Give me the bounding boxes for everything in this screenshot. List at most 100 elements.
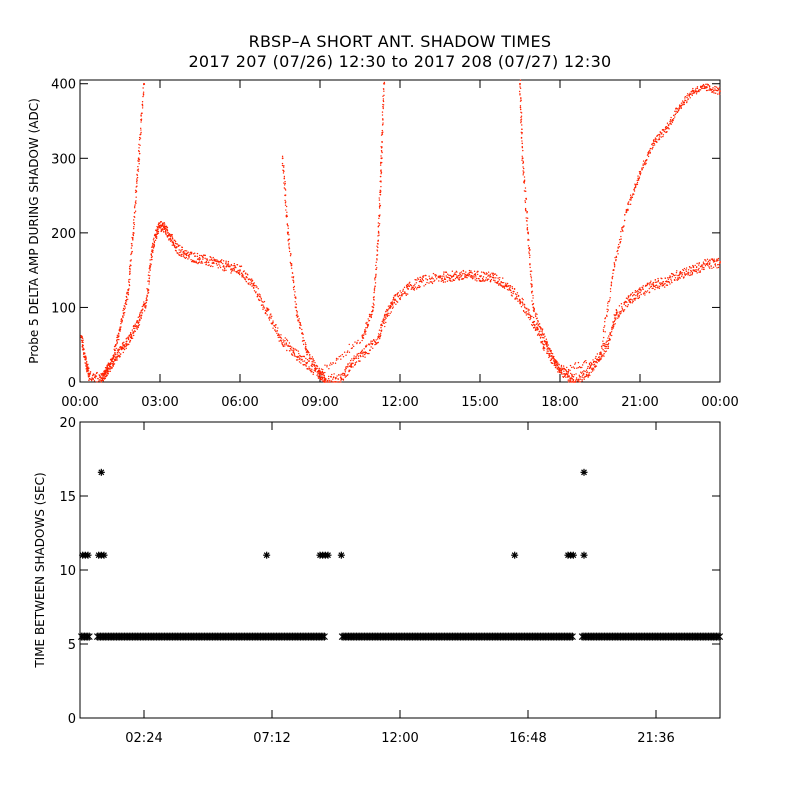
data-point	[532, 327, 535, 329]
data-point	[538, 334, 541, 337]
data-point	[138, 147, 140, 149]
data-point	[356, 354, 358, 356]
data-point	[362, 334, 365, 337]
data-point	[525, 314, 528, 316]
data-point	[102, 373, 105, 375]
data-point	[373, 339, 375, 341]
data-point	[609, 297, 611, 299]
data-point	[277, 327, 279, 329]
data-point	[565, 370, 568, 373]
data-point	[653, 144, 656, 146]
data-point	[564, 374, 566, 377]
data-point	[571, 375, 573, 377]
data-point	[181, 248, 183, 251]
data-point	[682, 103, 684, 105]
data-point	[719, 90, 721, 93]
data-point	[613, 320, 616, 323]
data-point	[714, 92, 717, 94]
data-point	[131, 335, 133, 337]
data-point	[274, 326, 277, 329]
data-point	[144, 307, 147, 309]
data-point	[285, 209, 287, 211]
data-point	[666, 130, 668, 133]
data-point	[604, 320, 606, 323]
data-point	[143, 304, 145, 306]
data-point	[225, 269, 227, 272]
data-point	[298, 318, 300, 320]
data-point	[378, 337, 381, 340]
data-point	[298, 361, 301, 363]
data-point	[112, 355, 115, 358]
data-point	[371, 342, 374, 345]
data-point	[288, 247, 291, 250]
data-point	[451, 276, 453, 279]
data-point	[119, 348, 121, 351]
data-point	[541, 330, 543, 333]
data-point	[399, 290, 401, 292]
data-point	[111, 357, 113, 360]
data-point	[372, 306, 375, 309]
x-tick-label: 03:00	[141, 395, 178, 410]
data-point	[576, 380, 579, 382]
data-point	[342, 372, 344, 375]
data-point	[560, 366, 563, 368]
data-point	[383, 316, 386, 318]
x-tick-label: 15:00	[461, 395, 498, 410]
data-point	[212, 262, 214, 265]
data-point	[659, 135, 661, 137]
data-point	[304, 364, 307, 366]
x-tick-label: 02:24	[125, 731, 162, 746]
data-point	[521, 301, 523, 303]
data-point	[306, 353, 308, 356]
data-point	[707, 260, 710, 263]
data-point	[612, 321, 614, 324]
data-point	[376, 250, 379, 252]
data-point	[687, 98, 689, 101]
data-point	[636, 294, 639, 296]
data-point	[630, 293, 632, 295]
data-point	[128, 266, 131, 268]
data-point	[392, 303, 394, 305]
data-point	[373, 288, 376, 291]
data-point	[286, 211, 288, 213]
data-point	[307, 368, 309, 370]
data-point	[521, 157, 524, 160]
data-point	[160, 229, 162, 231]
data-point	[459, 272, 461, 274]
data-point	[660, 136, 662, 138]
data-point	[138, 138, 141, 141]
data-point	[468, 269, 471, 272]
data-point	[443, 275, 445, 277]
data-point	[298, 321, 301, 323]
data-point	[124, 307, 126, 309]
data-point	[562, 373, 564, 375]
data-point	[577, 361, 580, 364]
data-point	[215, 260, 217, 262]
data-point	[638, 177, 640, 180]
data-point	[286, 223, 288, 226]
data-point	[303, 339, 305, 342]
data-point	[652, 144, 654, 147]
data-point	[200, 254, 203, 257]
data-point	[419, 286, 421, 288]
data-point	[165, 232, 167, 235]
data-point	[198, 256, 201, 259]
data-point	[141, 104, 143, 106]
data-point	[604, 317, 607, 319]
data-point	[292, 276, 295, 278]
data-point	[638, 176, 641, 178]
data-point	[637, 297, 640, 300]
data-point	[335, 359, 338, 361]
data-point	[703, 263, 706, 265]
data-point	[233, 270, 235, 272]
data-point	[305, 345, 307, 348]
data-point	[682, 269, 685, 272]
data-point	[329, 379, 331, 382]
data-point	[634, 291, 636, 294]
data-point	[683, 103, 685, 106]
data-point	[241, 275, 244, 277]
data-point	[347, 365, 349, 368]
data-point	[607, 309, 609, 311]
plot-1: 00:00 03:00 06:00 09:00 12:00 15:00 18:00 21:00…	[27, 78, 739, 410]
data-point	[717, 88, 720, 91]
